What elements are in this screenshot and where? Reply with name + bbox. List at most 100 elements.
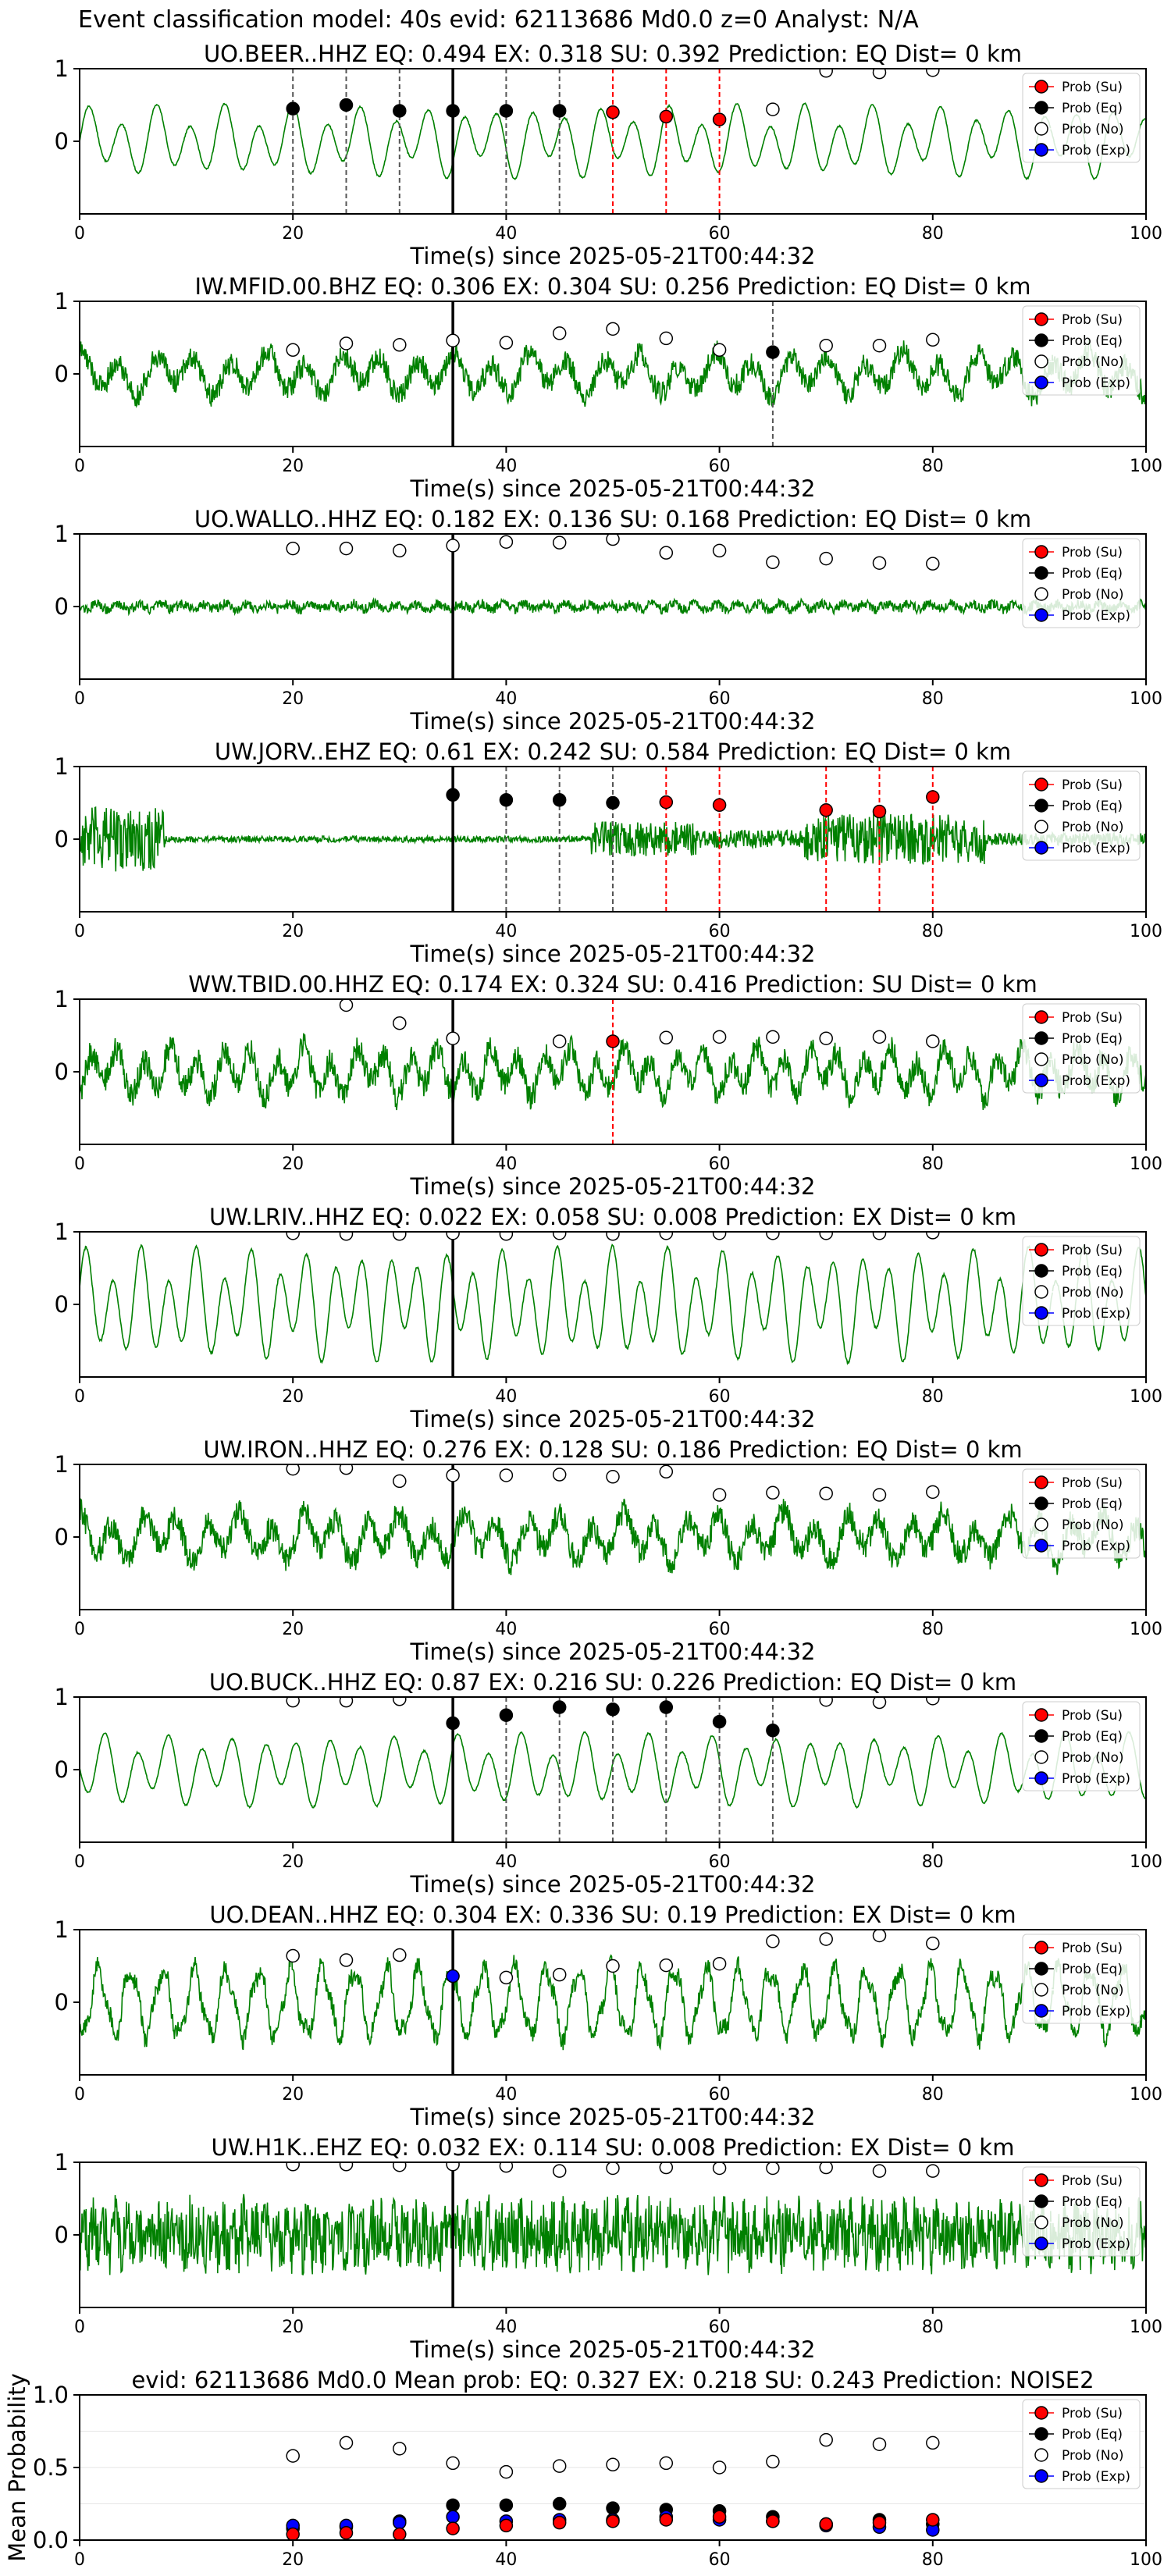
- panel-9: UW.H1K..EHZ EQ: 0.032 EX: 0.114 SU: 0.00…: [55, 2134, 1162, 2363]
- point-no: [926, 557, 940, 571]
- legend-label: Prob (Exp): [1062, 1539, 1130, 1554]
- legend-label: Prob (Eq): [1062, 1962, 1123, 1977]
- legend-label: Prob (Su): [1062, 1010, 1123, 1026]
- legend-marker-su: [1034, 2406, 1048, 2420]
- x-tick-label: 20: [282, 457, 304, 476]
- point-no: [499, 336, 514, 350]
- x-tick-label: 60: [709, 2085, 731, 2105]
- point-no: [766, 1030, 780, 1044]
- point-no: [712, 2460, 727, 2475]
- y-tick-label: 0: [55, 361, 69, 387]
- point-no: [393, 1232, 407, 1241]
- panel-title: UO.DEAN..HHZ EQ: 0.304 EX: 0.336 SU: 0.1…: [209, 1902, 1016, 1928]
- plot-area: [80, 534, 1146, 679]
- legend-marker-su: [1034, 1243, 1048, 1257]
- point-no: [446, 1232, 460, 1240]
- x-tick-label: 20: [282, 2318, 304, 2337]
- point-eq: [499, 793, 514, 807]
- point-no: [872, 69, 887, 80]
- x-tick-label: 60: [709, 922, 731, 941]
- point-no: [393, 338, 407, 352]
- point-no: [393, 1016, 407, 1030]
- y-tick-label: 1: [55, 288, 69, 315]
- point-no: [872, 1232, 887, 1240]
- x-axis-label: Time(s) since 2025-05-21T00:44:32: [410, 243, 816, 269]
- plot-area: [80, 1464, 1146, 1610]
- legend: Prob (Su) Prob (Eq) Prob (No) Prob (Exp): [1022, 770, 1141, 861]
- point-no: [393, 1474, 407, 1489]
- point-no: [552, 1232, 567, 1240]
- point-no: [286, 1697, 300, 1708]
- legend-marker-no: [1034, 820, 1048, 834]
- x-tick-label: 0: [74, 457, 85, 476]
- point-eq: [286, 101, 300, 116]
- x-tick-label: 0: [74, 224, 85, 244]
- y-tick-label: 0: [55, 1756, 69, 1783]
- x-tick-label: 40: [495, 922, 517, 941]
- point-no: [393, 2162, 407, 2172]
- legend: Prob (Su) Prob (Eq) Prob (No) Prob (Exp): [1022, 1468, 1141, 1559]
- point-su: [286, 2527, 300, 2540]
- legend-label: Prob (Su): [1062, 545, 1123, 560]
- x-tick-label: 20: [282, 689, 304, 709]
- x-tick-label: 60: [709, 1155, 731, 1174]
- panel-8: UO.DEAN..HHZ EQ: 0.304 EX: 0.336 SU: 0.1…: [55, 1902, 1162, 2130]
- x-tick-label: 100: [1130, 457, 1162, 476]
- point-no: [872, 1030, 887, 1044]
- y-tick-label: 1: [55, 2149, 69, 2176]
- x-tick-label: 60: [709, 224, 731, 244]
- point-eq: [552, 793, 567, 807]
- point-su: [606, 1034, 620, 1048]
- panel-title: UW.LRIV..HHZ EQ: 0.022 EX: 0.058 SU: 0.0…: [209, 1204, 1016, 1230]
- point-no: [339, 1953, 354, 1967]
- panel-title: UW.IRON..HHZ EQ: 0.276 EX: 0.128 SU: 0.1…: [203, 1436, 1022, 1463]
- point-eq: [552, 1700, 567, 1714]
- legend-label: Prob (No): [1062, 2215, 1124, 2231]
- legend-label: Prob (No): [1062, 820, 1124, 835]
- x-tick-label: 100: [1130, 1852, 1162, 1872]
- panel-title: UW.JORV..EHZ EQ: 0.61 EX: 0.242 SU: 0.58…: [215, 738, 1011, 765]
- legend-box: [1022, 538, 1141, 628]
- point-eq: [446, 2498, 460, 2513]
- y-tick-label: 1: [55, 1916, 69, 1943]
- x-tick-label: 60: [709, 689, 731, 709]
- point-no: [926, 1697, 940, 1706]
- legend-marker-no: [1034, 354, 1048, 368]
- x-tick-label: 40: [495, 2550, 517, 2570]
- x-tick-label: 60: [709, 2318, 731, 2337]
- legend-label: Prob (Su): [1062, 2173, 1123, 2189]
- x-tick-label: 60: [709, 1852, 731, 1872]
- legend-marker-eq: [1034, 333, 1048, 347]
- point-no: [499, 1232, 514, 1241]
- point-no: [659, 331, 674, 346]
- legend-marker-eq: [1034, 1962, 1048, 1976]
- point-no: [552, 1034, 567, 1048]
- point-no: [766, 2162, 780, 2176]
- point-no: [659, 2456, 674, 2471]
- legend-box: [1022, 305, 1141, 396]
- plot-area: [80, 2395, 1146, 2540]
- point-no: [339, 2162, 354, 2172]
- x-tick-label: 40: [495, 1852, 517, 1872]
- point-no: [499, 2464, 514, 2479]
- point-su: [659, 795, 674, 809]
- x-tick-label: 60: [709, 2550, 731, 2570]
- legend-box: [1022, 2166, 1141, 2257]
- legend-marker-eq: [1034, 2427, 1048, 2441]
- legend-marker-eq: [1034, 1031, 1048, 1045]
- point-su: [393, 2527, 407, 2540]
- plot-area: [80, 1232, 1146, 1377]
- point-su: [339, 2525, 354, 2540]
- point-no: [819, 2432, 833, 2447]
- point-no: [872, 1488, 887, 1502]
- x-tick-label: 40: [495, 457, 517, 476]
- panel-3: UW.JORV..EHZ EQ: 0.61 EX: 0.242 SU: 0.58…: [55, 738, 1162, 967]
- point-no: [286, 2162, 300, 2172]
- x-tick-label: 80: [922, 1852, 944, 1872]
- legend-marker-exp: [1034, 1771, 1048, 1785]
- legend-label: Prob (No): [1062, 1052, 1124, 1068]
- legend-label: Prob (No): [1062, 587, 1124, 603]
- legend-marker-exp: [1034, 2236, 1048, 2250]
- legend-marker-su: [1034, 1010, 1048, 1024]
- x-tick-label: 40: [495, 1620, 517, 1639]
